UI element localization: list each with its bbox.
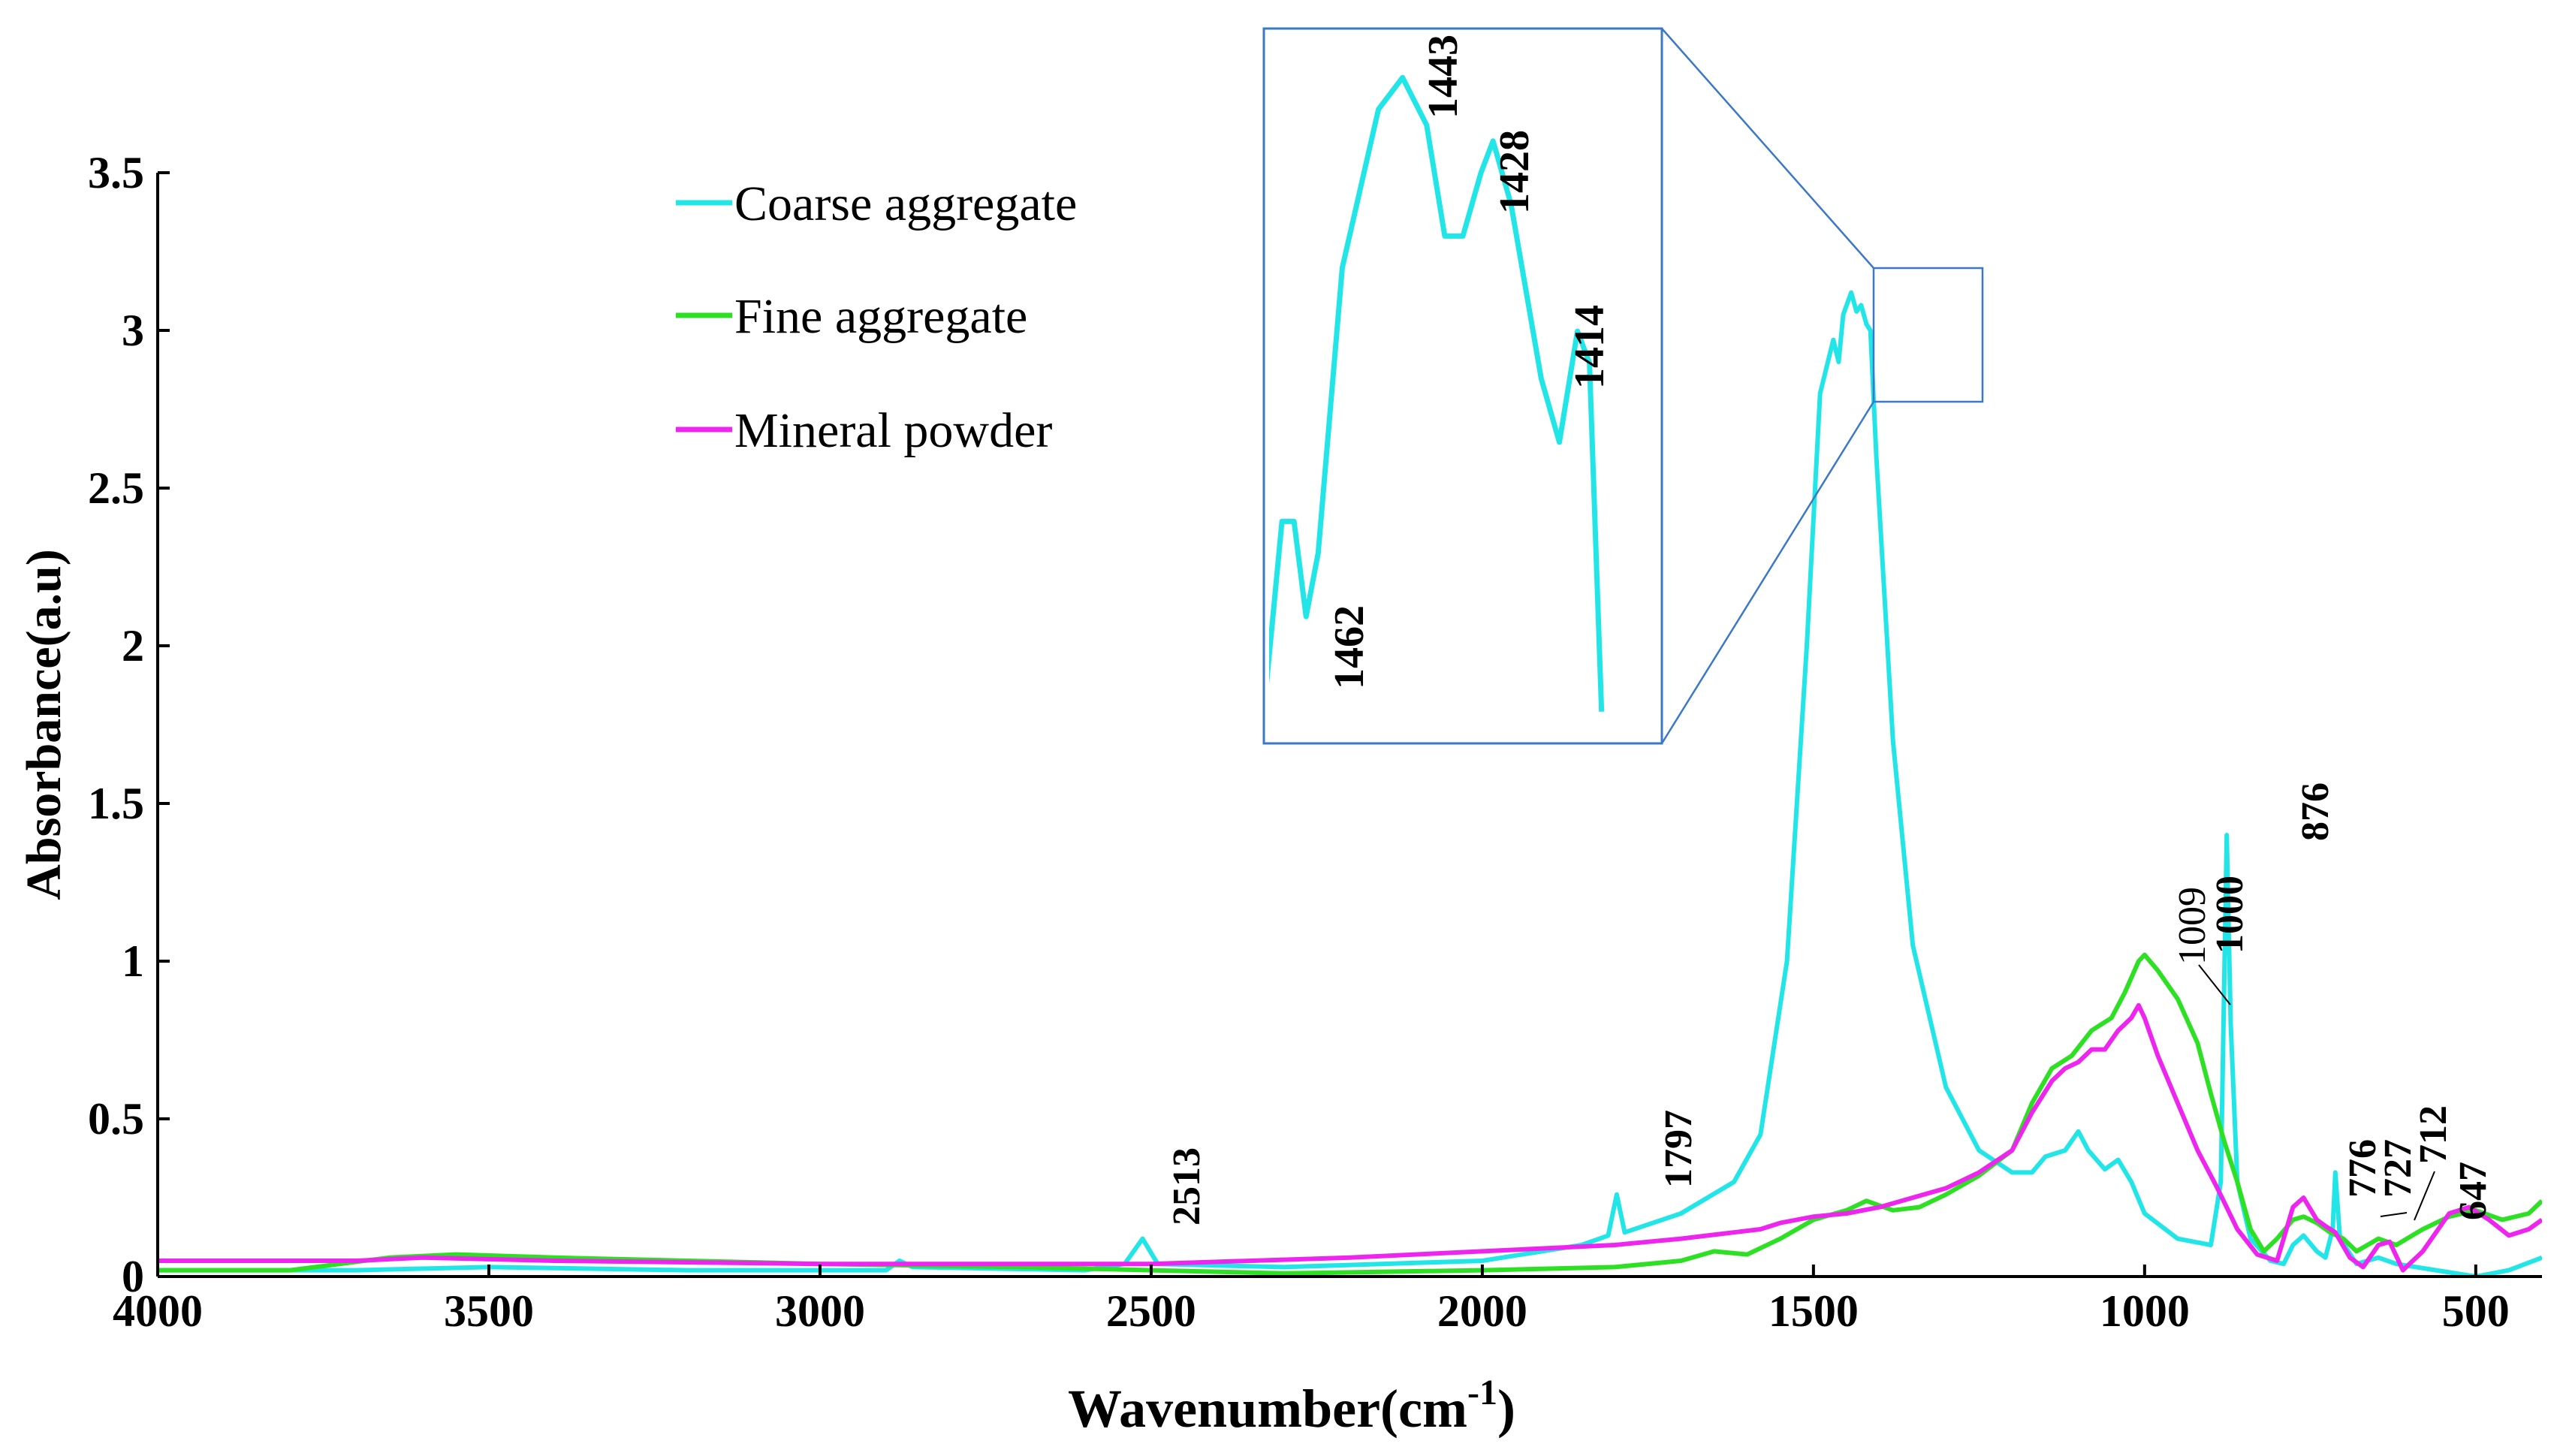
legend-label-coarse: Coarse aggregate xyxy=(734,176,1077,231)
y-tick-label: 3 xyxy=(122,306,144,355)
x-axis-label-end: ) xyxy=(1497,1379,1515,1439)
x-tick-label: 500 xyxy=(2442,1286,2510,1336)
peak-label-876: 876 xyxy=(2294,782,2337,841)
x-tick-label: 1000 xyxy=(2100,1286,2190,1336)
y-ticks: 0 0.5 1 1.5 2 2.5 3 3.5 xyxy=(88,148,170,1301)
legend-label-fine: Fine aggregate xyxy=(734,289,1027,344)
x-axis-label-main: Wavenumber(cm xyxy=(1068,1379,1467,1439)
series-line-mineral-powder xyxy=(158,1002,2542,1273)
x-ticks: 4000 3500 3000 2500 2000 1500 1000 500 xyxy=(113,1265,2510,1336)
x-tick-label: 2500 xyxy=(1106,1286,1196,1336)
inset-plot: 1462 1443 1428 1414 xyxy=(1262,27,1663,745)
peak-label-712: 712 xyxy=(2412,1105,2455,1164)
zoom-connector-top xyxy=(1661,28,1874,269)
peak-label-1000: 1000 xyxy=(2209,876,2251,954)
x-tick-label: 1500 xyxy=(1768,1286,1859,1336)
y-tick-label: 1.5 xyxy=(88,779,144,828)
x-axis-label-sup: -1 xyxy=(1467,1373,1497,1412)
x-tick-label: 3500 xyxy=(444,1286,534,1336)
peak-label-1797: 1797 xyxy=(1657,1110,1700,1188)
inset-peak-label-1462: 1462 xyxy=(1326,605,1373,689)
inset-peak-label-1414: 1414 xyxy=(1566,305,1613,389)
peak-label-727: 727 xyxy=(2377,1139,2420,1198)
x-tick-label: 3000 xyxy=(775,1286,865,1336)
legend-label-mineral: Mineral powder xyxy=(734,403,1052,458)
y-tick-label: 2 xyxy=(122,621,144,671)
inset-series-layer xyxy=(1269,74,1605,712)
y-tick-label: 3.5 xyxy=(88,148,144,197)
series-layer xyxy=(158,290,2542,1277)
zoom-region-box xyxy=(1872,267,1984,403)
inset-series-line-coarse-aggregate xyxy=(1269,74,1605,712)
peak-leader-727 xyxy=(2380,1212,2408,1217)
y-tick-label: 0 xyxy=(122,1252,144,1301)
series-line-coarse-aggregate xyxy=(158,290,2542,1277)
y-tick-label: 1 xyxy=(122,936,144,986)
y-tick-label: 0.5 xyxy=(88,1094,144,1144)
peak-annotations: 2513 1797 1009 1000 876 776 727 712 647 xyxy=(1165,782,2495,1225)
peak-label-2513: 2513 xyxy=(1165,1147,1208,1225)
peak-label-776: 776 xyxy=(2341,1139,2384,1198)
zoom-connector-bottom xyxy=(1660,401,1875,744)
peak-leader-1009-1000 xyxy=(2198,964,2231,1005)
series-line-fine-aggregate xyxy=(158,952,2542,1276)
y-tick-label: 2.5 xyxy=(88,463,144,513)
peak-label-647: 647 xyxy=(2452,1162,2495,1220)
x-axis-label: Wavenumber(cm-1) xyxy=(1068,1373,1515,1439)
x-tick-label: 2000 xyxy=(1437,1286,1527,1336)
inset-peak-label-1443: 1443 xyxy=(1420,35,1467,119)
y-axis-label: Absorbance(a.u) xyxy=(17,549,71,900)
peak-leader-712 xyxy=(2414,1171,2435,1221)
peak-label-1009: 1009 xyxy=(2171,887,2214,965)
legend: Coarse aggregate Fine aggregate Mineral … xyxy=(676,176,1077,458)
x-tick-label: 4000 xyxy=(113,1286,203,1336)
inset-peak-label-1428: 1428 xyxy=(1491,130,1538,214)
